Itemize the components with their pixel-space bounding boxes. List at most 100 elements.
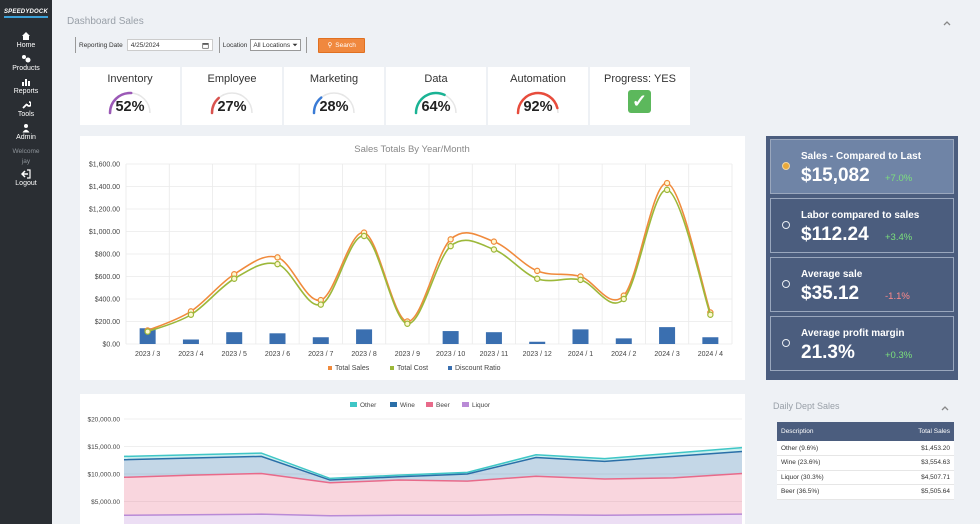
kpi-card-marketing[interactable]: Marketing 28% <box>284 67 384 125</box>
radio-button[interactable] <box>782 280 790 288</box>
legend-swatch-discount-ratio <box>448 366 452 370</box>
radio-button[interactable] <box>782 339 790 347</box>
point-total-cost[interactable] <box>577 276 584 284</box>
y-tick-label: $1,000.00 <box>89 229 120 236</box>
bar-discount-ratio[interactable] <box>182 339 199 345</box>
table-row[interactable]: Wine (23.6%) $3,554.63 <box>777 455 954 471</box>
bar-discount-ratio[interactable] <box>659 327 676 344</box>
point-total-cost[interactable] <box>360 232 368 240</box>
divider <box>218 37 220 53</box>
area-liquor <box>124 514 742 524</box>
sidebar-item-admin[interactable]: Admin <box>0 123 52 141</box>
table-header: Description Total Sales <box>777 422 954 441</box>
bar-discount-ratio[interactable] <box>615 338 632 344</box>
point-total-cost[interactable] <box>317 301 324 308</box>
dept-area-chart-card: Other Wine Beer Liquor $5,000.00 $10,000.00 $1… <box>80 394 745 524</box>
legend-label[interactable]: Total Cost <box>397 365 428 372</box>
kpi-card-employee[interactable]: Employee 27% <box>182 67 282 125</box>
bar-discount-ratio[interactable] <box>485 332 502 344</box>
legend-swatch-wine <box>390 402 397 407</box>
radio-button[interactable] <box>782 162 790 170</box>
products-icon <box>22 55 31 63</box>
daily-dept-title: Daily Dept Sales <box>773 401 840 411</box>
kpi-card-inventory[interactable]: Inventory 52% <box>80 67 180 125</box>
point-total-cost[interactable] <box>534 275 541 282</box>
point-total-cost[interactable] <box>187 311 195 318</box>
point-total-cost[interactable] <box>144 328 151 335</box>
bar-discount-ratio[interactable] <box>139 328 156 344</box>
logo[interactable]: SPEEDYDOCK <box>0 0 52 26</box>
username: jay <box>21 158 31 165</box>
legend-label[interactable]: Total Sales <box>335 365 370 372</box>
sidebar-item-home[interactable]: Home <box>0 31 52 49</box>
search-icon: ⚲ <box>327 42 333 49</box>
legend-label[interactable]: Other <box>360 402 377 409</box>
reporting-date-input[interactable]: 4/25/2024 <box>126 39 213 51</box>
tools-icon <box>22 101 31 109</box>
location-select[interactable]: All Locations <box>250 39 302 51</box>
bar-discount-ratio[interactable] <box>529 341 546 344</box>
point-total-cost[interactable] <box>707 311 714 318</box>
reports-icon <box>22 79 30 86</box>
point-total-cost[interactable] <box>490 246 498 253</box>
x-tick-label: 2023 / 9 <box>395 351 420 358</box>
table-row[interactable]: Other (9.6%) $1,453.20 <box>777 441 954 456</box>
stats-panel: Sales - Compared to Last $15,082 +7.0% L… <box>766 136 958 380</box>
point-total-cost[interactable] <box>231 275 238 282</box>
point-total-sales[interactable] <box>490 238 498 245</box>
line-total-sales <box>147 182 712 332</box>
sidebar-item-tools[interactable]: Tools <box>0 100 52 118</box>
collapse-chevron-icon[interactable] <box>942 18 952 28</box>
sidebar-item-reports[interactable]: Reports <box>0 77 52 95</box>
bar-discount-ratio[interactable] <box>226 332 243 344</box>
bar-discount-ratio[interactable] <box>442 331 459 344</box>
point-total-cost[interactable] <box>274 260 281 268</box>
stat-average-profit-margin[interactable]: Average profit margin 21.3% +0.3% <box>770 316 954 371</box>
kpi-card-automation[interactable]: Automation 92% <box>488 67 588 125</box>
point-total-cost[interactable] <box>620 295 627 303</box>
bar-discount-ratio[interactable] <box>702 337 719 344</box>
stat-average-sale[interactable]: Average sale $35.12 -1.1% <box>770 257 954 312</box>
y-tick-label: $1,400.00 <box>89 184 120 191</box>
sidebar-item-products[interactable]: Products <box>0 54 52 72</box>
bar-discount-ratio[interactable] <box>356 329 373 344</box>
line-total-cost <box>147 189 712 333</box>
y-tick-label: $5,000.00 <box>91 499 120 506</box>
bar-discount-ratio[interactable] <box>269 333 286 344</box>
y-tick-label: $1,600.00 <box>89 162 120 169</box>
area-line-beer <box>123 472 743 484</box>
legend-swatch-total-sales <box>328 366 332 370</box>
bar-discount-ratio[interactable] <box>312 337 329 344</box>
reporting-date-label: Reporting Date <box>79 41 123 49</box>
kpi-card-data[interactable]: Data 64% <box>386 67 486 125</box>
point-total-sales[interactable] <box>663 179 671 187</box>
legend-label[interactable]: Wine <box>400 402 415 409</box>
legend-swatch-liquor <box>462 402 469 407</box>
bar-discount-ratio[interactable] <box>572 329 589 344</box>
x-tick-label: 2023 / 8 <box>351 351 376 358</box>
radio-button[interactable] <box>782 221 790 229</box>
gauge-fill <box>414 91 446 115</box>
legend-label[interactable]: Liquor <box>472 402 491 409</box>
point-total-sales[interactable] <box>274 254 281 261</box>
legend-label[interactable]: Discount Ratio <box>455 365 501 372</box>
collapse-chevron-icon[interactable] <box>940 403 950 413</box>
point-total-sales[interactable] <box>447 236 454 243</box>
calendar-icon[interactable] <box>202 42 209 49</box>
stat-sales-compared[interactable]: Sales - Compared to Last $15,082 +7.0% <box>770 139 954 194</box>
table-row[interactable]: Beer (36.5%) $5,505.64 <box>777 484 954 500</box>
kpi-card-progress[interactable]: Progress: YES ✓ <box>590 67 690 125</box>
point-total-cost[interactable] <box>404 320 411 327</box>
area-line-wine <box>123 450 743 481</box>
x-tick-label: 2024 / 2 <box>611 351 636 358</box>
point-total-cost[interactable] <box>447 242 454 250</box>
sidebar-item-logout[interactable]: Logout <box>0 169 52 187</box>
stat-change: +0.3% <box>885 350 913 361</box>
legend-label[interactable]: Beer <box>436 402 451 409</box>
search-button[interactable]: ⚲ Search <box>318 37 366 53</box>
point-total-cost[interactable] <box>663 186 671 194</box>
x-tick-label: 2023 / 7 <box>308 351 333 358</box>
table-row[interactable]: Liquor (30.3%) $4,507.71 <box>777 470 954 485</box>
stat-labor-compared[interactable]: Labor compared to sales $112.24 +3.4% <box>770 198 954 253</box>
point-total-sales[interactable] <box>534 267 541 275</box>
